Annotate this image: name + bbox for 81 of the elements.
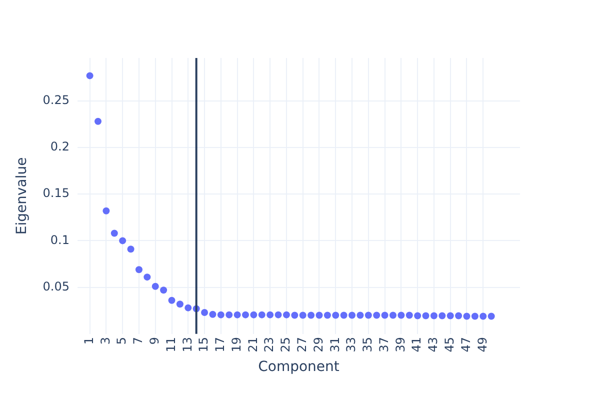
point xyxy=(110,230,118,237)
point xyxy=(226,311,233,318)
x-tick-label: 9 xyxy=(147,336,162,345)
point xyxy=(480,312,487,320)
point xyxy=(299,312,306,319)
point xyxy=(348,312,356,319)
x-tick-label: 49 xyxy=(475,336,490,352)
point xyxy=(471,312,478,320)
x-tick-label: 15 xyxy=(196,336,211,352)
x-tick-label: 35 xyxy=(360,336,375,352)
x-tick-label: 7 xyxy=(131,336,146,345)
point xyxy=(282,311,290,318)
x-tick-label: 1 xyxy=(82,336,96,345)
y-tick-label: 0.15 xyxy=(42,186,70,200)
point xyxy=(381,312,388,319)
x-tick-label: 11 xyxy=(164,336,178,352)
point xyxy=(291,312,298,319)
point xyxy=(168,296,176,304)
point xyxy=(373,312,380,319)
point xyxy=(184,304,192,312)
y-tick-label: 0.2 xyxy=(50,140,70,154)
point xyxy=(463,312,470,320)
point xyxy=(398,312,405,319)
point xyxy=(340,312,348,319)
point xyxy=(160,286,168,294)
x-tick-label: 39 xyxy=(393,336,408,352)
x-tick-label: 27 xyxy=(294,336,309,352)
point xyxy=(332,312,340,319)
point xyxy=(250,311,258,318)
point xyxy=(488,312,495,320)
x-tick-label: 17 xyxy=(213,336,228,352)
x-tick-label: 31 xyxy=(328,336,342,352)
point xyxy=(364,312,372,319)
point xyxy=(389,312,396,319)
point xyxy=(86,72,94,80)
x-tick-label: 41 xyxy=(410,336,424,352)
point xyxy=(356,312,364,319)
x-tick-label: 47 xyxy=(458,336,473,352)
point xyxy=(209,310,216,318)
point xyxy=(135,266,142,274)
x-tick-label: 37 xyxy=(376,336,391,352)
x-tick-label: 5 xyxy=(114,336,129,345)
x-tick-label: 19 xyxy=(229,336,244,352)
point xyxy=(119,237,126,244)
point xyxy=(455,312,462,320)
x-axis-title: Component xyxy=(258,359,340,376)
point xyxy=(446,312,454,320)
y-tick-label: 0.05 xyxy=(42,279,70,294)
x-tick-label: 3 xyxy=(98,336,112,345)
point xyxy=(406,312,413,319)
y-tick-label: 0.1 xyxy=(50,232,70,247)
point xyxy=(94,118,102,125)
point xyxy=(234,311,241,318)
x-tick-label: 13 xyxy=(180,336,194,352)
point xyxy=(176,300,184,308)
point xyxy=(430,312,438,320)
point xyxy=(324,312,331,319)
point xyxy=(266,311,274,318)
x-tick-label: 43 xyxy=(426,336,440,352)
x-tick-label: 45 xyxy=(442,336,456,352)
point xyxy=(316,312,323,319)
x-tick-label: 21 xyxy=(246,336,260,352)
point xyxy=(102,207,110,214)
x-tick-label: 25 xyxy=(278,336,293,352)
x-tick-label: 23 xyxy=(262,336,276,352)
point xyxy=(242,311,249,318)
point xyxy=(144,274,151,281)
point xyxy=(438,312,446,320)
point xyxy=(201,308,208,316)
point xyxy=(258,311,266,318)
point xyxy=(422,312,430,320)
point xyxy=(308,312,315,319)
point xyxy=(127,246,134,253)
y-tick-label: 0.25 xyxy=(42,93,70,108)
x-tick-label: 29 xyxy=(311,336,326,352)
y-axis-title: Eigenvalue xyxy=(14,157,30,235)
x-tick-label: 33 xyxy=(344,336,358,352)
point xyxy=(274,311,282,318)
point xyxy=(414,312,422,320)
point xyxy=(217,311,224,318)
point xyxy=(152,282,159,290)
